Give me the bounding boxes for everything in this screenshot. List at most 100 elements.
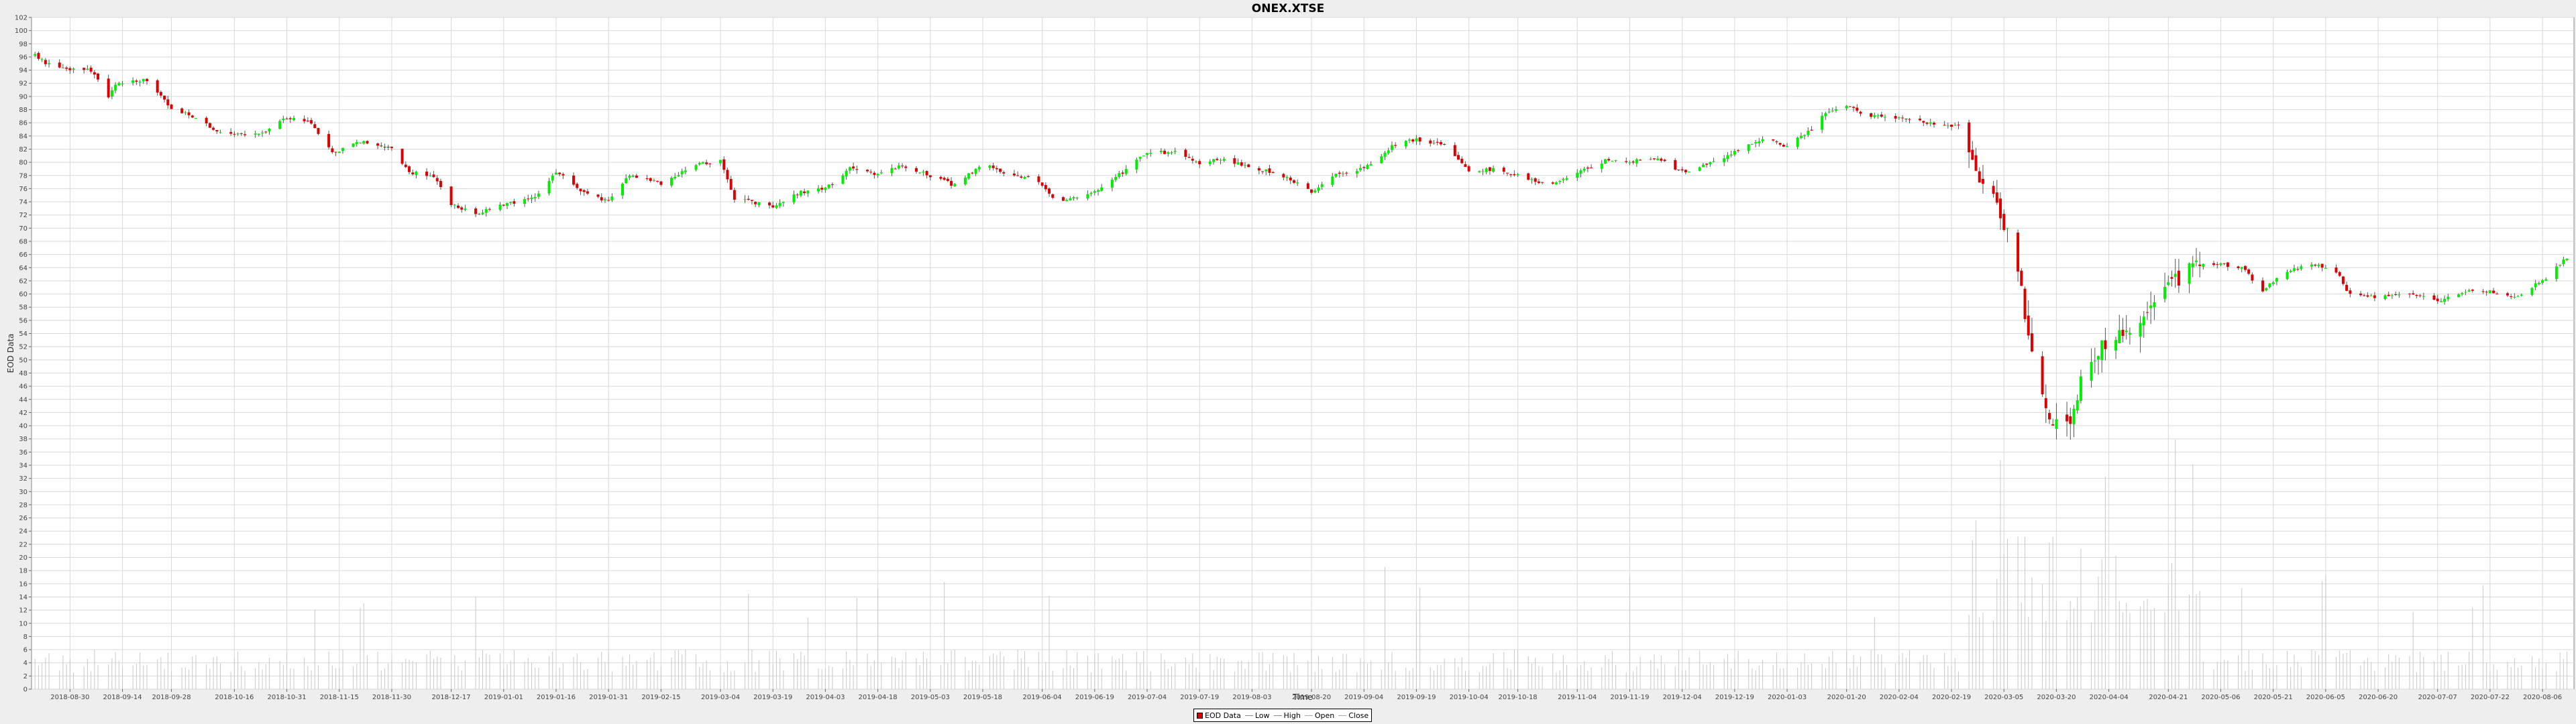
candle-body — [1582, 168, 1586, 171]
candle-body — [1607, 159, 1611, 161]
x-tick-label: 2019-05-18 — [963, 694, 1002, 701]
candle-body — [2394, 294, 2398, 296]
candle-body — [282, 118, 285, 121]
candle-body — [2510, 296, 2513, 298]
candle-body — [1040, 182, 1044, 186]
candle-body — [2513, 296, 2516, 298]
candle-body — [656, 180, 659, 182]
candle-body — [1026, 176, 1030, 177]
candle-body — [337, 152, 341, 154]
candle-body — [1880, 114, 1883, 117]
x-tick-label: 2020-02-19 — [1932, 694, 1971, 701]
candle-body — [404, 164, 407, 168]
candle-body — [2100, 340, 2104, 361]
candle-body — [2415, 294, 2418, 296]
candle-body — [904, 166, 908, 168]
candle-body — [366, 141, 369, 144]
candle-body — [1285, 177, 1289, 178]
candle-body — [2194, 260, 2198, 262]
y-tick-label: 34 — [19, 463, 28, 470]
candle-body — [1502, 168, 1505, 172]
y-tick-label: 40 — [19, 423, 28, 430]
candle-body — [652, 180, 655, 182]
candle-body — [1537, 181, 1540, 184]
candle-body — [1950, 125, 1953, 127]
candle-body — [792, 194, 796, 202]
candle-body — [2320, 263, 2324, 268]
candle-body — [2125, 330, 2128, 333]
candle-body — [830, 184, 834, 185]
candle-body — [547, 180, 551, 194]
candle-body — [2243, 265, 2247, 270]
candle-body — [645, 178, 649, 179]
candle-body — [603, 199, 606, 200]
y-tick-label: 6 — [23, 647, 28, 654]
candle-body — [845, 170, 848, 176]
candle-body — [1750, 143, 1754, 145]
candle-body — [799, 190, 802, 196]
volume-bars — [34, 439, 2568, 689]
y-tick-label: 90 — [19, 93, 28, 101]
candle-body — [2030, 333, 2033, 352]
candle-body — [677, 175, 680, 177]
candle-body — [1799, 135, 1803, 138]
candle-body — [244, 134, 247, 135]
candle-body — [2051, 424, 2055, 426]
x-tick-label: 2019-01-31 — [589, 694, 628, 701]
candle-body — [2219, 263, 2222, 265]
candle-body — [680, 171, 684, 175]
x-tick-label: 2019-10-04 — [1450, 694, 1489, 701]
candle-body — [2261, 280, 2265, 292]
candle-body — [2153, 302, 2156, 308]
candle-body — [1390, 145, 1393, 150]
candle-body — [953, 184, 957, 186]
candle-body — [572, 175, 576, 185]
candle-body — [1534, 178, 1537, 182]
candle-body — [2271, 282, 2275, 284]
candle-body — [2090, 362, 2093, 381]
candle-body — [971, 172, 974, 174]
candle-body — [1859, 111, 1862, 114]
candle-body — [1002, 172, 1006, 174]
candle-body — [1488, 167, 1491, 172]
candle-body — [114, 84, 117, 91]
candle-body — [1411, 139, 1415, 142]
candle-body — [2366, 295, 2369, 297]
candle-body — [2268, 283, 2271, 288]
candle-body — [1946, 125, 1949, 127]
candle-body — [2002, 214, 2006, 231]
candle-body — [694, 165, 698, 170]
y-tick-label: 38 — [19, 436, 28, 443]
x-tick-label: 2020-05-21 — [2254, 694, 2293, 701]
candle-body — [1901, 117, 1904, 119]
candle-body — [1733, 151, 1736, 155]
candle-body — [215, 130, 219, 132]
y-tick-label: 102 — [15, 15, 28, 22]
candle-body — [131, 80, 135, 83]
candle-body — [533, 196, 537, 198]
candle-body — [233, 133, 236, 135]
candle-body — [1408, 139, 1411, 141]
candle-body — [1369, 164, 1373, 166]
candle-body — [2447, 296, 2450, 300]
candle-body — [816, 188, 820, 192]
candle-body — [551, 175, 554, 181]
y-tick-label: 18 — [19, 568, 28, 575]
legend-label-low: Low — [1254, 711, 1270, 720]
candle-body — [1072, 197, 1075, 198]
candle-body — [803, 191, 806, 194]
legend-swatch-close — [1338, 715, 1347, 716]
candle-body — [527, 198, 530, 200]
candle-body — [2114, 340, 2118, 351]
candle-body — [778, 202, 782, 206]
legend-label-open: Open — [1314, 711, 1335, 720]
candle-body — [701, 162, 704, 164]
candle-body — [1236, 162, 1240, 165]
candle-body — [631, 176, 635, 177]
candle-body — [1048, 188, 1051, 194]
candle-body — [331, 148, 334, 152]
candle-body — [946, 178, 949, 181]
candle-body — [1187, 157, 1191, 158]
candle-body — [2530, 288, 2534, 295]
candle-body — [1705, 164, 1709, 165]
